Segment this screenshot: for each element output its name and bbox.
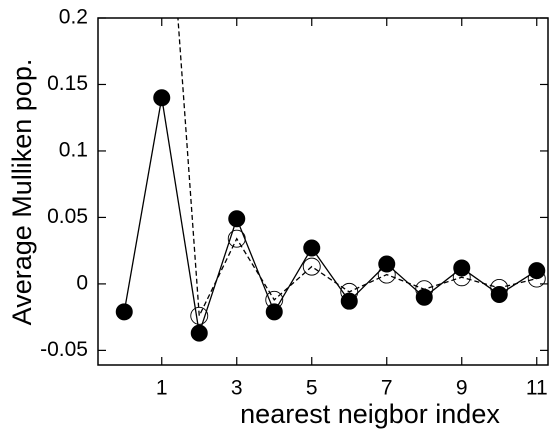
y-axis-label: Average Mulliken pop. bbox=[7, 59, 37, 326]
data-point bbox=[340, 292, 358, 310]
frame bbox=[97, 17, 549, 366]
y-tick-label: 0 bbox=[76, 271, 88, 294]
data-point bbox=[303, 239, 321, 257]
y-tick-label: 0.15 bbox=[47, 72, 88, 95]
series-line bbox=[123, 97, 538, 334]
data-point bbox=[153, 89, 171, 107]
series-line bbox=[177, 18, 537, 319]
data-point bbox=[490, 286, 508, 304]
x-tick-label: 5 bbox=[306, 377, 318, 400]
data-point bbox=[528, 262, 546, 280]
data-point bbox=[115, 303, 133, 321]
x-tick-label: 9 bbox=[456, 377, 468, 400]
data-point bbox=[190, 306, 209, 325]
y-tick-label: 0.05 bbox=[47, 205, 88, 228]
data-point bbox=[190, 324, 208, 342]
data-point bbox=[378, 255, 396, 273]
y-tick-label: 0.1 bbox=[59, 138, 88, 161]
y-tick-label: 0.2 bbox=[59, 6, 88, 29]
x-tick-label: 7 bbox=[381, 377, 393, 400]
x-tick-label: 11 bbox=[526, 377, 548, 400]
data-point bbox=[415, 288, 433, 306]
data-point bbox=[228, 210, 246, 228]
x-tick-label: 1 bbox=[156, 377, 168, 400]
x-tick-label: 3 bbox=[231, 377, 243, 400]
data-point bbox=[265, 303, 283, 321]
data-point bbox=[302, 257, 321, 276]
x-axis-label: nearest neigbor index bbox=[240, 399, 500, 429]
plot-area bbox=[115, 18, 546, 342]
y-tick-label: -0.05 bbox=[40, 338, 88, 361]
data-point bbox=[453, 259, 471, 277]
